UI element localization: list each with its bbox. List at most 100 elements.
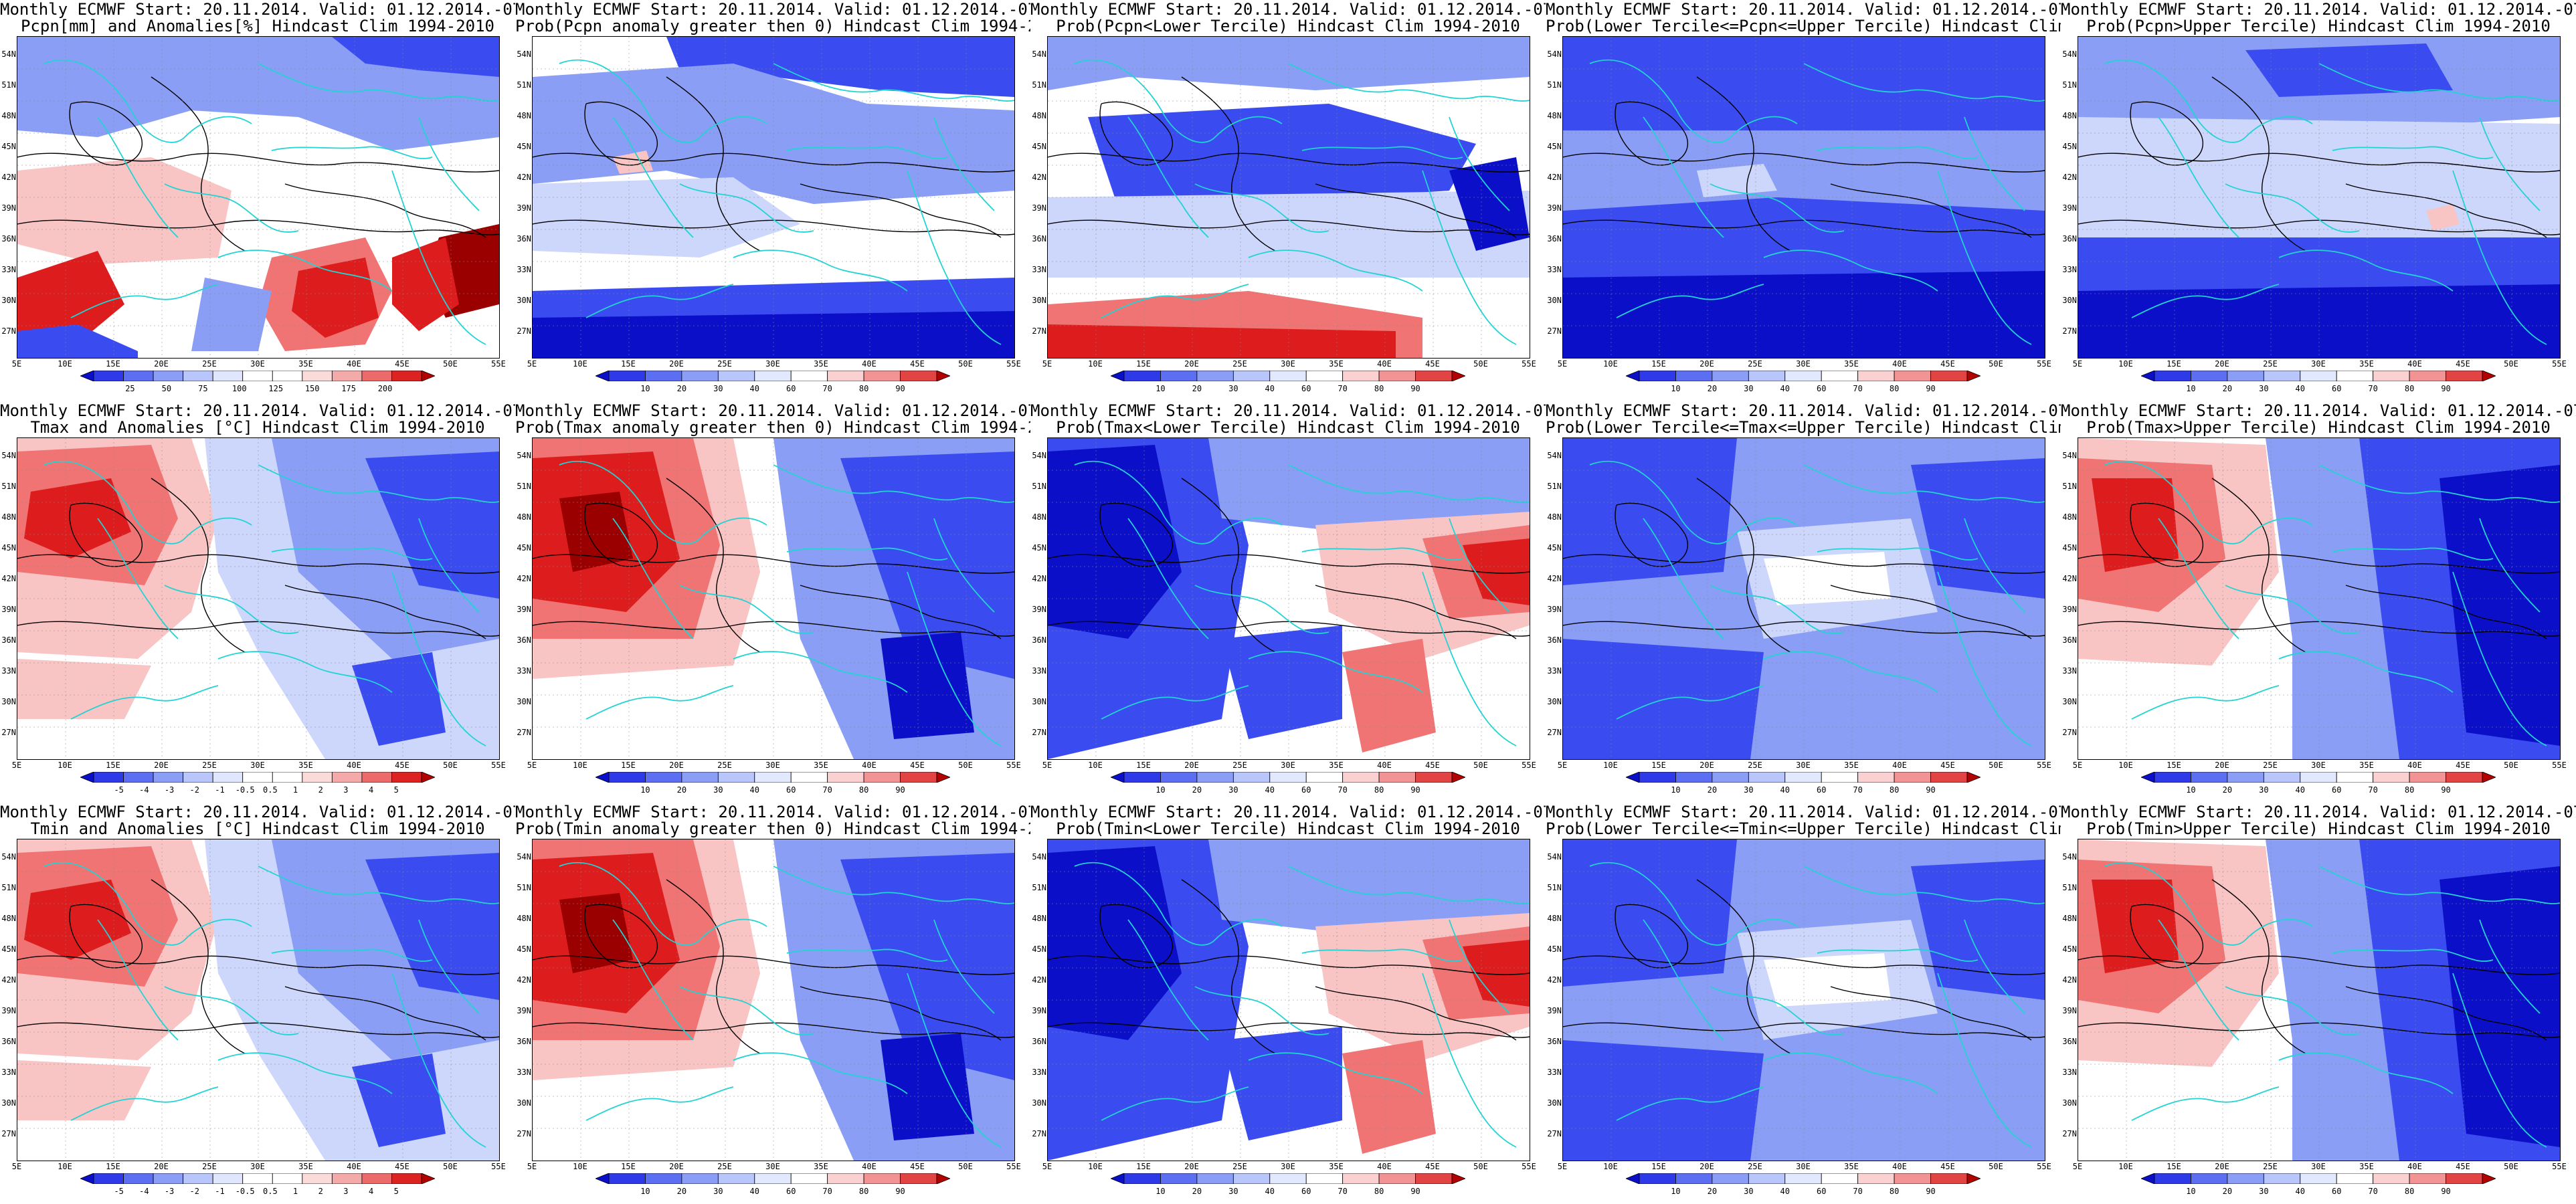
lat-tick-label: 30N [2062,296,2077,305]
colorbar-swatch [2446,1173,2483,1184]
colorbar-labels: -5 -4 -3 -2 -1 -0.5 0.5 1 2 3 4 5 [80,785,435,796]
lon-tick-label: 30E [1796,1162,1811,1171]
coastline [418,116,480,211]
panel-title: Monthly ECMWF Start: 20.11.2014. Valid: … [1030,804,1546,837]
panel-title-line2: Prob(Tmax anomaly greater then 0) Hindca… [515,418,1030,437]
colorbar-swatch [827,371,864,381]
colorbar-label: 40 [1265,384,1275,393]
colorbar-labels: 10 20 30 40 60 70 80 90 [1626,384,1981,395]
lon-tick-label: 55E [1006,761,1021,770]
coastline [1288,464,1530,503]
colorbar-label: 50 [161,384,172,393]
coastline [1616,284,1764,318]
colorbar-label: 60 [2331,785,2342,795]
field-shade [1911,860,2045,1000]
coastline [612,116,694,238]
colorbar-label: 30 [1228,785,1238,795]
map-area [2078,437,2561,760]
lon-tick-label: 5E [1042,1162,1052,1171]
colorbar-label: 5 [393,785,399,795]
coastline [559,862,767,946]
lon-tick-label: 10E [2118,359,2133,369]
coastline [1763,651,1938,693]
coastline [585,284,734,318]
colorbar-label: 30 [1228,1187,1238,1196]
colorbar-swatch [391,371,422,381]
panel-title: Monthly ECMWF Start: 20.11.2014. Valid: … [0,804,515,837]
coastline [70,685,219,720]
coastline [2158,116,2239,238]
contour-line [666,478,761,653]
coastline [2278,651,2454,693]
coastline [1803,63,2045,102]
colorbar-swatch [302,1173,333,1184]
lat-tick-label: 51N [2062,80,2077,90]
panel-title-line1: Monthly ECMWF Start: 20.11.2014. Valid: … [1546,0,2061,19]
field-shade [1697,164,1777,197]
coastline [1301,948,1463,962]
colorbar-swatch [1451,1173,1465,1184]
field-shade [1563,639,1764,759]
lon-tick-label: 30E [1796,761,1811,770]
lon-tick-label: 45E [2456,359,2470,369]
coastline [933,518,995,613]
coastline [1101,1086,1249,1121]
lon-tick-label: 45E [1425,359,1440,369]
colorbar-label: 2 [318,1187,323,1196]
lon-tick-label: 35E [1329,359,1344,369]
colorbar-label: 20 [1192,384,1202,393]
colorbar-swatch [863,1173,901,1184]
coastline [1937,973,2032,1148]
colorbar-swatch [1160,1173,1198,1184]
lon-tick-label: 15E [1651,761,1666,770]
colorbar-swatch [1232,1173,1271,1184]
lon-tick-label: 15E [621,1162,636,1171]
colorbar-label: 90 [1410,384,1420,393]
map-field [1563,37,2045,358]
lon-tick-label: 25E [1232,1162,1247,1171]
panel-pcpn-4: Monthly ECMWF Start: 20.11.2014. Valid: … [1546,0,2061,401]
lat-tick-label: 33N [517,1068,531,1077]
colorbar-label: 60 [2331,1187,2342,1196]
lat-tick-label: 30N [2062,697,2077,706]
colorbar-label: 70 [1338,384,1348,393]
coastline [271,146,433,159]
colorbar-label: 10 [1156,785,1166,795]
lat-tick-label: 33N [2062,1068,2077,1077]
lon-tick-label: 20E [154,1162,169,1171]
panel-title-line2: Prob(Pcpn<Lower Tercile) Hindcast Clim 1… [1056,17,1520,35]
colorbar-swatch [1342,371,1380,381]
colorbar-swatch [2373,772,2410,783]
colorbar-container [80,772,435,783]
field-shade [2426,204,2460,231]
colorbar-labels: 10 20 30 40 60 70 80 90 [595,1187,950,1197]
lat-tick-label: 48N [1,111,16,120]
panel-title: Monthly ECMWF Start: 20.11.2014. Valid: … [1546,403,2061,436]
lat-tick-label: 33N [2062,265,2077,274]
contour-line [69,502,143,567]
lon-tick-label: 20E [154,761,169,770]
lon-tick-label: 5E [2072,359,2083,369]
lon-tick-label: 15E [106,359,120,369]
coastline [1937,571,2032,746]
lon-tick-label: 10E [1088,1162,1103,1171]
coastline [679,183,814,233]
lat-tick-label: 54N [1,49,16,59]
field-shade [559,893,633,973]
coastline [1710,585,1845,634]
colorbar-container [1111,1173,1465,1184]
lon-tick-label: 50E [443,1162,458,1171]
lon-tick-label: 25E [717,1162,732,1171]
colorbar-swatch [2263,371,2301,381]
coastline [2332,948,2494,962]
lat-tick-label: 36N [1032,1037,1046,1046]
coastline [1710,183,1845,233]
panel-title-line1: Monthly ECMWF Start: 20.11.2014. Valid: … [1030,401,1546,420]
lon-tick-label: 15E [621,359,636,369]
field-shade [1449,157,1530,251]
panel-tmax-2: Monthly ECMWF Start: 20.11.2014. Valid: … [515,401,1030,803]
coastline [2332,146,2494,159]
lon-tick-label: 50E [2504,1162,2518,1171]
colorbar-swatch [93,371,124,381]
colorbar-label: 20 [676,785,687,795]
